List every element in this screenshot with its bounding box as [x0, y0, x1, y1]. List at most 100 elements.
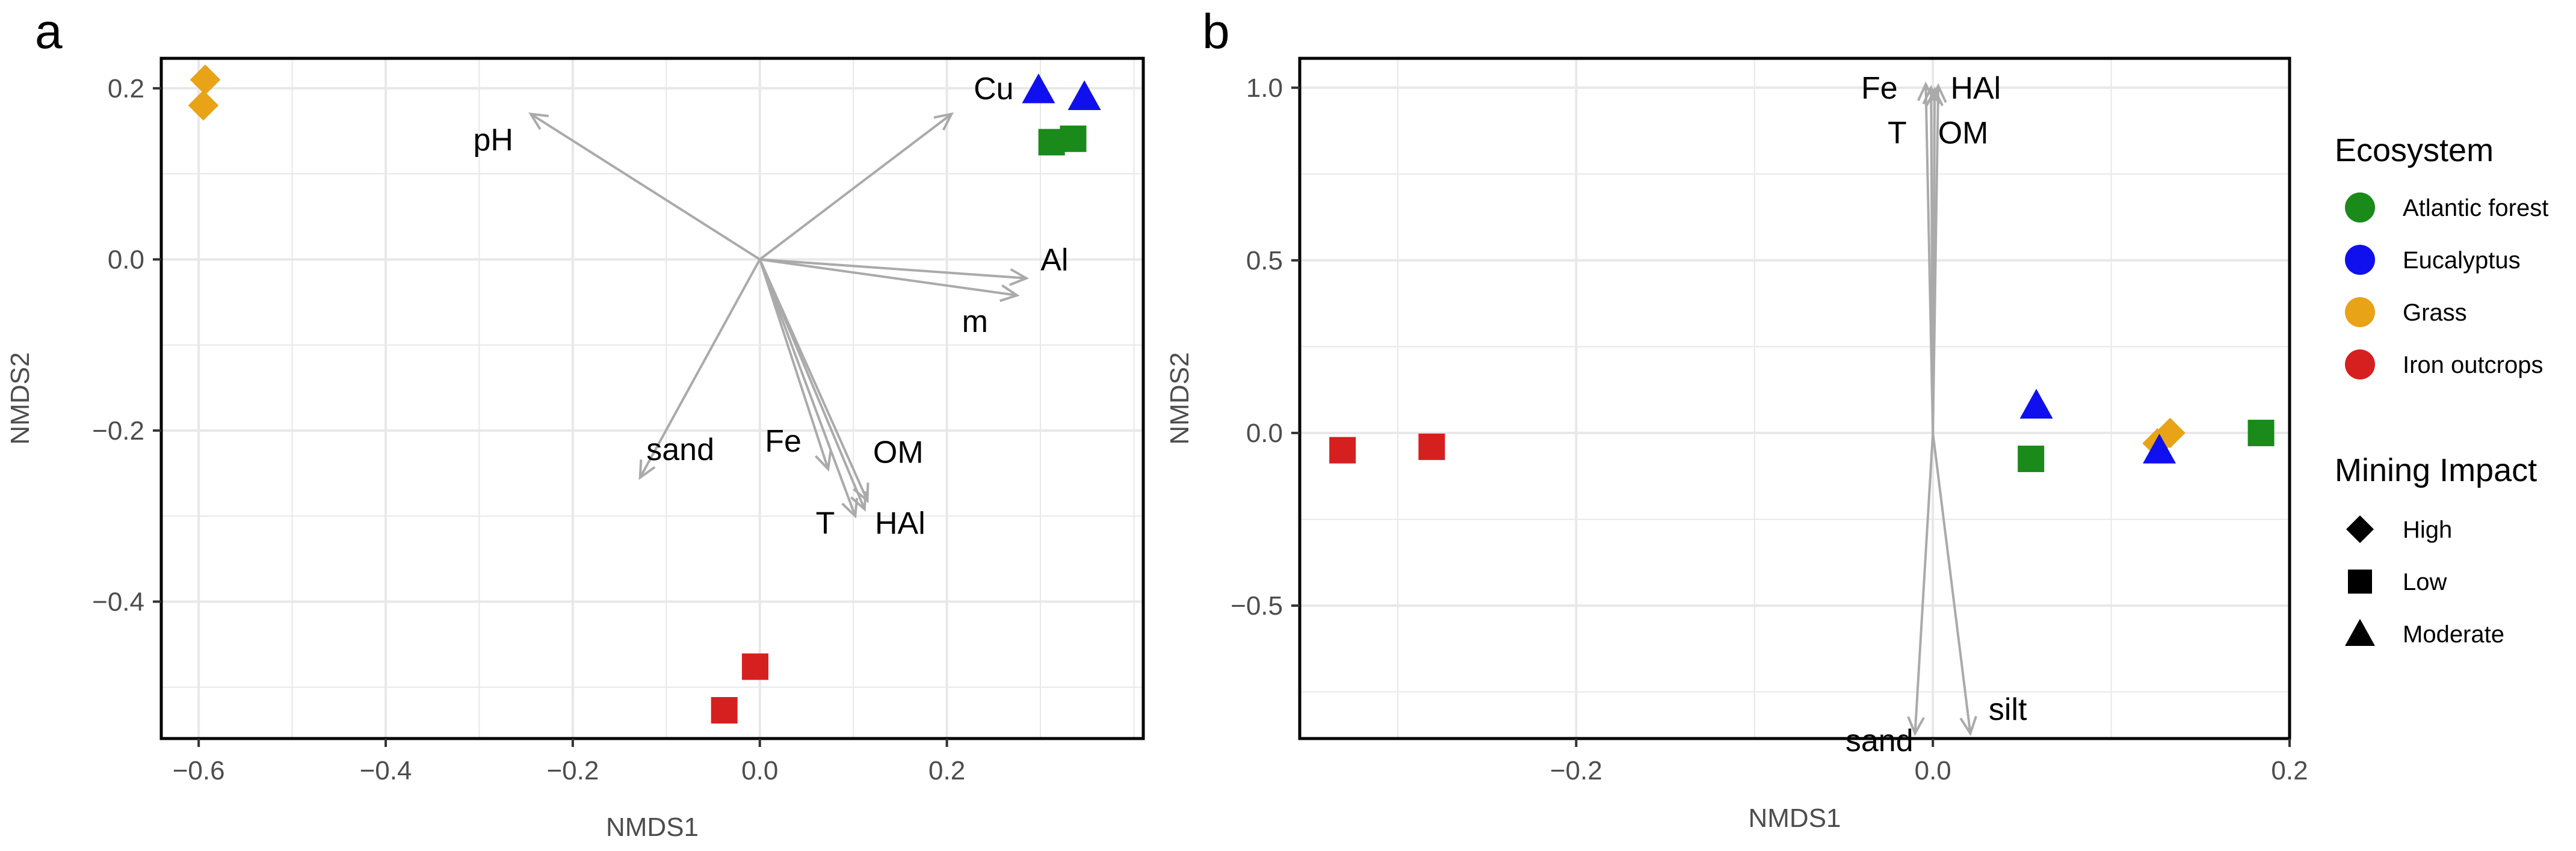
legend-impact-key-low	[2348, 570, 2372, 594]
panel-a-vector-m	[759, 258, 1018, 297]
panel-a-point-eucalyptus	[1022, 73, 1055, 103]
panel-b-ytick-label: 0.0	[1246, 419, 1283, 448]
legend-impact-key-moderate	[2345, 619, 2375, 646]
panel-a-vector-sand	[639, 259, 761, 479]
panel-b-point-eucalyptus	[2019, 389, 2053, 419]
panel-a-vector-label-m: m	[962, 304, 988, 339]
panel-a-xlabel: NMDS1	[606, 813, 699, 842]
legend-ecosystem-key	[2345, 297, 2375, 327]
panel-b-ylabel: NMDS2	[1165, 352, 1194, 444]
panel-b-xtick-label: 0.2	[2271, 756, 2308, 785]
panel-b-label: b	[1202, 4, 1230, 59]
legend-impact-label: Moderate	[2403, 621, 2504, 648]
panel-b-vector-head-HAl	[1929, 83, 1947, 103]
panel-b-points	[1329, 389, 2275, 472]
legend-ecosystem-label: Eucalyptus	[2403, 247, 2521, 274]
panel-a-points	[188, 64, 1101, 724]
panel-a-point-iron-outcrops	[741, 653, 768, 680]
panel-b-frame	[1298, 57, 2291, 740]
legend-ecosystem-label: Atlantic forest	[2403, 195, 2548, 221]
panel-b-vector-sand	[1913, 432, 1935, 734]
panel-a-vector-Al	[759, 258, 1027, 280]
panel-a-point-grass	[188, 90, 219, 121]
panel-a-xtick-label: −0.4	[360, 756, 412, 785]
legend-impact-items: High Low Moderate	[2345, 515, 2504, 648]
panel-b-point-atlantic-forest	[2247, 419, 2275, 446]
panel-a-vector-T	[758, 259, 857, 517]
panel-a-vectors: pH Cu Al m sand Fe OM T HAl	[474, 72, 1069, 541]
panel-a-vector-label-Al: Al	[1040, 242, 1068, 277]
panel-b-vector-label-OM: OM	[1938, 115, 1989, 150]
panel-a-xtick-label: −0.2	[546, 756, 599, 785]
panel-a-vector-head-sand	[638, 459, 656, 481]
panel-a-vector-head-Fe	[814, 450, 832, 472]
panel-a-vector-label-Fe: Fe	[765, 424, 802, 459]
panel-b-vector-head-silt	[1959, 716, 1977, 736]
panel-a-vector-label-Cu: Cu	[974, 72, 1013, 106]
panel-a-xtick-label: 0.2	[928, 756, 965, 785]
panel-b-vector-label-silt: silt	[1989, 692, 2027, 727]
panel-b-point-iron-outcrops	[1418, 433, 1445, 460]
panel-a-ytick-label: 0.0	[108, 245, 144, 274]
legend-ecosystem-label: Iron outcrops	[2403, 352, 2543, 378]
legend-ecosystem-key	[2345, 349, 2375, 379]
panel-a-frame	[159, 57, 1145, 740]
panel-a-vector-label-sand: sand	[646, 432, 714, 467]
panel-b-vector-label-T: T	[1888, 115, 1907, 150]
panel-a-vector-label-T: T	[816, 506, 835, 541]
panel-a-vector-head-Al	[1009, 268, 1030, 286]
panel-b-vector-OM	[1932, 89, 1936, 433]
panel-a-vector-HAl	[758, 259, 866, 510]
panel-a-vector-head-T	[841, 498, 859, 519]
panel-a-ytick-label: −0.4	[92, 587, 144, 616]
panel-a-point-eucalyptus	[1067, 80, 1101, 111]
panel-b-vector-label-HAl: HAl	[1950, 71, 2001, 106]
panel-a-vector-Cu	[759, 112, 953, 260]
panel-b: Fe HAl T OM sand silt −0.2 0.0 0.2 −0.5 0.0 0.5 1.0…	[1165, 57, 2308, 833]
legend-ecosystem-label: Grass	[2403, 300, 2467, 326]
panel-b-vector-head-sand	[1907, 716, 1925, 736]
panel-a-grid	[161, 58, 1143, 739]
panel-b-vector-label-Fe: Fe	[1861, 71, 1898, 106]
panel-a-vector-head-pH	[528, 112, 549, 131]
panel-a-xtick-label: −0.6	[173, 756, 225, 785]
panel-b-vector-head-T	[1922, 85, 1941, 105]
panel-b-point-eucalyptus	[2143, 434, 2176, 464]
panel-a-vector-head-m	[999, 284, 1020, 303]
panel-a-label: a	[35, 4, 63, 59]
panel-a-vector-head-Cu	[933, 112, 954, 131]
legend-impact-label: Low	[2403, 569, 2447, 595]
panel-b-point-atlantic-forest	[2018, 445, 2045, 472]
panel-a-vector-label-HAl: HAl	[875, 506, 925, 541]
legend-impact-title: Mining Impact	[2335, 452, 2537, 488]
panel-b-vector-silt	[1932, 432, 1972, 734]
panel-b-xlabel: NMDS1	[1748, 803, 1841, 833]
panel-b-xtick-label: −0.2	[1550, 756, 1602, 785]
panel-a-xtick-label: 0.0	[741, 756, 778, 785]
legend-impact-key-high	[2346, 515, 2374, 543]
panel-a-ylabel: NMDS2	[5, 352, 35, 444]
panel-b-ytick-label: 1.0	[1246, 73, 1283, 103]
panel-a-vector-label-pH: pH	[474, 123, 513, 158]
panel-a-vector-head-HAl	[850, 491, 867, 512]
legend-ecosystem-title: Ecosystem	[2335, 132, 2494, 168]
legend-impact-label: High	[2403, 517, 2452, 543]
panel-a-point-iron-outcrops	[711, 697, 738, 724]
panel-a-vector-label-OM: OM	[873, 435, 924, 470]
panel-b-ticks: −0.2 0.0 0.2 −0.5 0.0 0.5 1.0	[1231, 73, 2308, 785]
panel-a-ytick-label: 0.2	[108, 74, 144, 103]
panel-a-ytick-label: −0.2	[92, 416, 144, 446]
legend-ecosystem-key	[2345, 192, 2375, 223]
legend-ecosystem-items: Atlantic forest Eucalyptus Grass Iron outcr…	[2345, 192, 2548, 379]
panel-a-ticks: −0.6 −0.4 −0.2 0.0 0.2 −0.4 −0.2 0.0 0.2	[92, 74, 965, 785]
panel-b-vector-head-OM	[1926, 87, 1944, 106]
panel-b-vector-label-sand: sand	[1846, 724, 1913, 758]
panel-a-vector-Fe	[758, 259, 830, 470]
legend-ecosystem-key	[2345, 245, 2375, 275]
panel-a-point-grass	[190, 64, 221, 95]
panel-b-point-iron-outcrops	[1329, 437, 1356, 464]
panel-b-ytick-label: −0.5	[1231, 591, 1283, 621]
